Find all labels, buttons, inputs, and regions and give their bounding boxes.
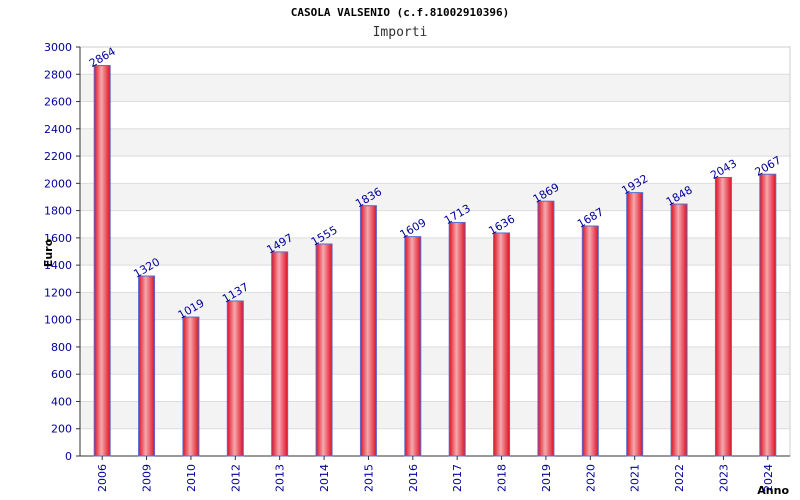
y-tick-label: 3000	[44, 41, 72, 54]
bar	[493, 232, 511, 457]
bar	[759, 173, 777, 457]
y-tick-label: 200	[51, 423, 72, 436]
y-axis-label: Euro	[42, 238, 55, 267]
x-tick-label: 2009	[141, 464, 154, 492]
x-axis-label: Anno	[757, 484, 789, 497]
bar	[138, 275, 156, 457]
grid-band	[80, 74, 790, 102]
bar	[626, 192, 644, 457]
y-tick-label: 800	[51, 341, 72, 354]
x-tick-label: 2020	[584, 464, 597, 492]
x-tick-label: 2022	[673, 464, 686, 492]
bar	[670, 203, 688, 457]
bar	[271, 251, 289, 457]
x-tick-label: 2006	[96, 464, 109, 492]
x-tick-label: 2018	[496, 464, 509, 492]
y-tick-label: 1400	[44, 259, 72, 272]
bar	[359, 205, 377, 457]
y-tick-label: 0	[65, 450, 72, 463]
x-tick-label: 2024	[762, 464, 775, 492]
chart-title: CASOLA VALSENIO (c.f.81002910396)	[290, 6, 510, 19]
x-tick-label: 2010	[185, 464, 198, 492]
x-tick-label: 2013	[274, 464, 287, 492]
bar	[226, 300, 244, 457]
x-tick-label: 2021	[629, 464, 642, 492]
bar	[404, 236, 422, 457]
y-tick-label: 2400	[44, 123, 72, 136]
bar	[182, 316, 200, 457]
x-tick-label: 2012	[229, 464, 242, 492]
bar	[315, 243, 333, 457]
y-tick-label: 2800	[44, 68, 72, 81]
chart-subtitle: Importi	[372, 25, 428, 40]
bar	[714, 176, 732, 457]
y-tick-label: 1000	[44, 314, 72, 327]
y-tick-label: 600	[51, 368, 72, 381]
y-tick-label: 2200	[44, 150, 72, 163]
bar	[537, 200, 555, 457]
bar	[448, 221, 466, 457]
x-tick-label: 2023	[717, 464, 730, 492]
x-tick-label: 2017	[451, 464, 464, 492]
bar	[581, 225, 599, 457]
y-tick-label: 2600	[44, 96, 72, 109]
grid-band	[80, 128, 790, 157]
y-tick-label: 400	[51, 395, 72, 408]
y-tick-label: 2000	[44, 177, 72, 190]
y-tick-label: 1600	[44, 232, 72, 245]
x-tick-label: 2019	[540, 464, 553, 492]
x-tick-label: 2014	[318, 464, 331, 492]
bar	[93, 65, 111, 457]
y-tick-label: 1800	[44, 205, 72, 218]
x-tick-label: 2016	[407, 464, 420, 492]
x-tick-label: 2015	[362, 464, 375, 492]
y-tick-label: 1200	[44, 286, 72, 299]
